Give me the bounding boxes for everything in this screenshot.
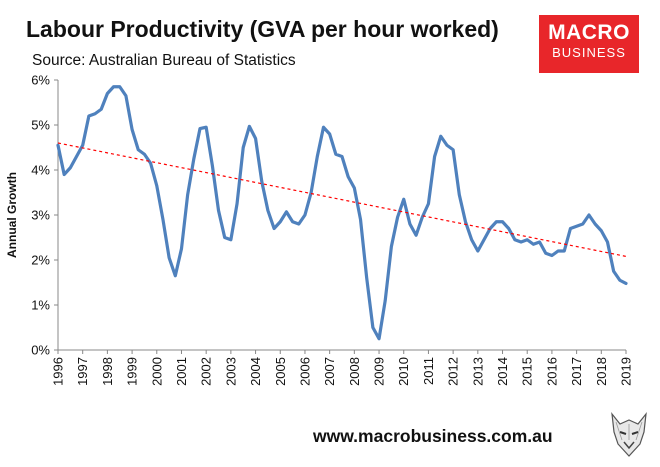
x-tick-label: 2002 bbox=[199, 357, 214, 386]
x-tick-label: 2018 bbox=[594, 357, 609, 386]
x-tick-label: 2012 bbox=[446, 357, 461, 386]
x-tick-label: 2007 bbox=[322, 357, 337, 386]
x-tick-label: 2006 bbox=[297, 357, 312, 386]
trend-line bbox=[57, 142, 627, 257]
logo-line-1: MACRO bbox=[548, 21, 630, 44]
wolf-logo-icon bbox=[611, 412, 647, 457]
y-axis-ticks: 0% 1% 2% 3% 4% 5% 6% bbox=[31, 73, 58, 358]
y-tick-label: 6% bbox=[31, 73, 50, 88]
chart-subtitle: Source: Australian Bureau of Statistics bbox=[32, 52, 296, 69]
x-tick-label: 2008 bbox=[347, 357, 362, 386]
x-tick-label: 2001 bbox=[174, 357, 189, 386]
y-tick-label: 1% bbox=[31, 298, 50, 313]
x-tick-label: 2014 bbox=[495, 357, 510, 386]
plot-area: 0% 1% 2% 3% 4% 5% 6% 1996 1997 1998 1999 2000 2001 2… bbox=[31, 73, 633, 386]
macrobusiness-logo: MACRO BUSINESS bbox=[539, 15, 639, 73]
y-tick-label: 4% bbox=[31, 163, 50, 178]
x-tick-label: 1997 bbox=[75, 357, 90, 386]
y-tick-label: 3% bbox=[31, 208, 50, 223]
series-layer bbox=[56, 85, 628, 341]
y-tick-label: 5% bbox=[31, 118, 50, 133]
x-axis-ticks: 1996 1997 1998 1999 2000 2001 2002 2003 2004 2005… bbox=[51, 350, 634, 386]
x-tick-label: 2010 bbox=[396, 357, 411, 386]
logo-line-2: BUSINESS bbox=[552, 45, 626, 60]
x-tick-label: 2003 bbox=[223, 357, 238, 386]
x-tick-label: 2005 bbox=[273, 357, 288, 386]
x-tick-label: 2009 bbox=[372, 357, 387, 386]
chart-title: Labour Productivity (GVA per hour worked… bbox=[26, 16, 499, 42]
y-tick-label: 2% bbox=[31, 253, 50, 268]
x-tick-label: 1999 bbox=[125, 357, 140, 386]
x-tick-label: 2000 bbox=[149, 357, 164, 386]
x-tick-label: 2011 bbox=[421, 357, 436, 385]
y-axis-label: Annual Growth bbox=[5, 172, 19, 258]
y-tick-label: 0% bbox=[31, 343, 50, 358]
x-tick-label: 1998 bbox=[100, 357, 115, 386]
x-tick-label: 2019 bbox=[619, 357, 634, 386]
x-tick-label: 2013 bbox=[470, 357, 485, 386]
footer-url: www.macrobusiness.com.au bbox=[313, 426, 553, 446]
productivity-series-line bbox=[56, 85, 628, 341]
x-tick-label: 2015 bbox=[520, 357, 535, 386]
x-tick-label: 2004 bbox=[248, 357, 263, 386]
x-tick-label: 2016 bbox=[544, 357, 559, 386]
x-tick-label: 1996 bbox=[51, 357, 66, 386]
x-tick-label: 2017 bbox=[569, 357, 584, 386]
